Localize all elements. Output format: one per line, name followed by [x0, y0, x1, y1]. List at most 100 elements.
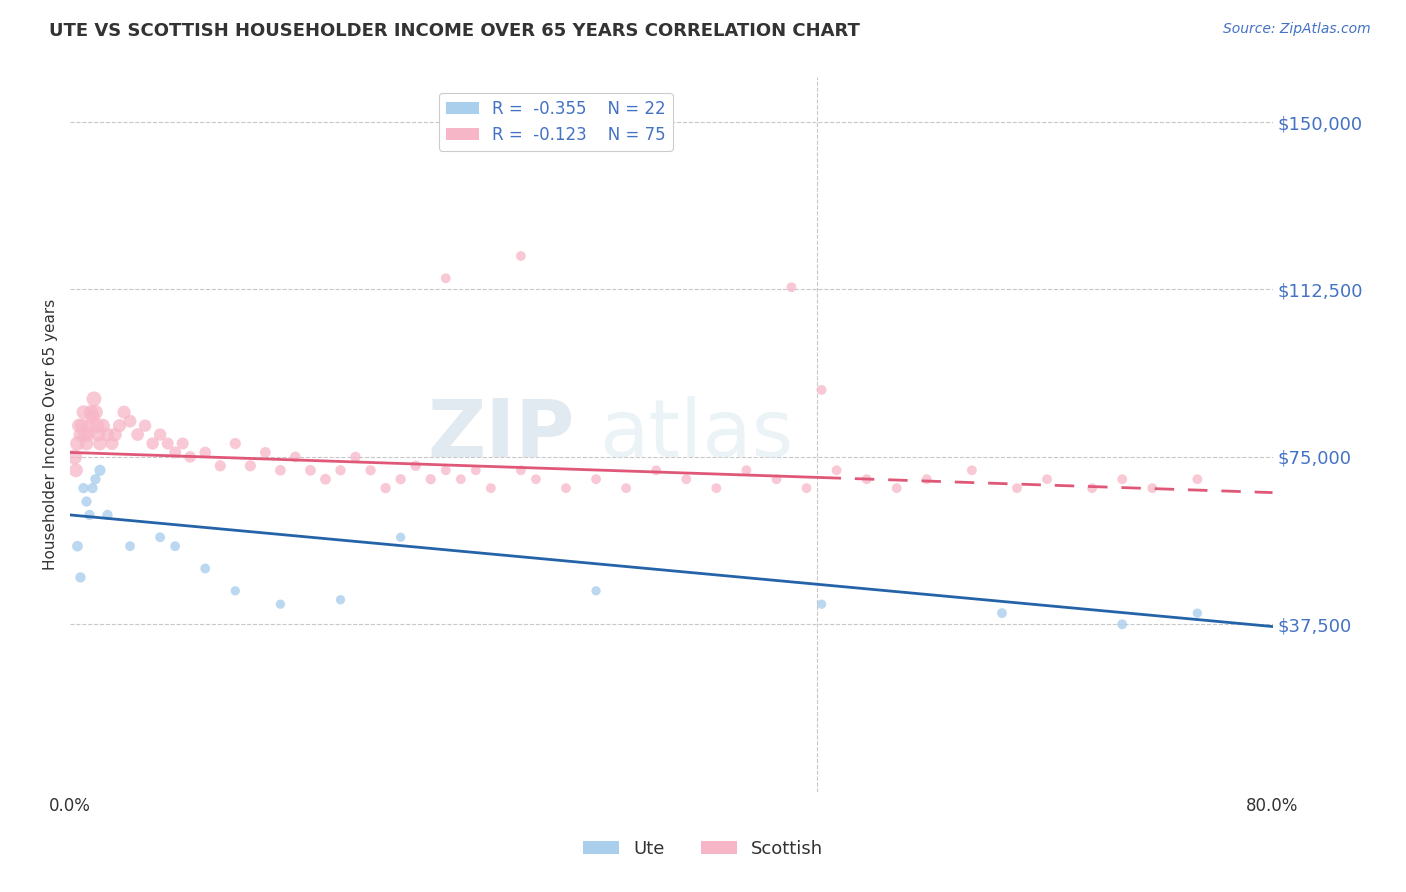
Point — [585, 472, 607, 486]
Point — [915, 472, 938, 486]
Point — [89, 463, 111, 477]
Point — [704, 481, 727, 495]
Point — [810, 597, 832, 611]
Point — [524, 472, 547, 486]
Point — [194, 561, 217, 575]
Point — [91, 418, 114, 433]
Point — [450, 472, 472, 486]
Point — [389, 472, 412, 486]
Point — [960, 463, 983, 477]
Point — [1111, 617, 1133, 632]
Text: UTE VS SCOTTISH HOUSEHOLDER INCOME OVER 65 YEARS CORRELATION CHART: UTE VS SCOTTISH HOUSEHOLDER INCOME OVER … — [49, 22, 860, 40]
Point — [434, 271, 457, 285]
Point — [434, 463, 457, 477]
Point — [165, 539, 187, 553]
Point — [1005, 481, 1028, 495]
Point — [165, 445, 187, 459]
Point — [194, 445, 217, 459]
Point — [509, 249, 531, 263]
Point — [63, 450, 86, 464]
Point — [735, 463, 758, 477]
Point — [1142, 481, 1164, 495]
Point — [254, 445, 277, 459]
Point — [120, 539, 142, 553]
Point — [172, 436, 194, 450]
Point — [555, 481, 578, 495]
Y-axis label: Householder Income Over 65 years: Householder Income Over 65 years — [44, 299, 58, 570]
Point — [84, 472, 107, 486]
Point — [134, 418, 156, 433]
Point — [614, 481, 637, 495]
Point — [120, 414, 142, 428]
Point — [83, 392, 105, 406]
Point — [344, 450, 367, 464]
Point — [796, 481, 818, 495]
Legend: Ute, Scottish: Ute, Scottish — [575, 833, 831, 865]
Point — [179, 450, 201, 464]
Point — [329, 463, 352, 477]
Point — [72, 405, 94, 419]
Point — [1187, 606, 1209, 620]
Point — [75, 494, 97, 508]
Point — [1111, 472, 1133, 486]
Point — [991, 606, 1014, 620]
Point — [127, 427, 149, 442]
Point — [585, 583, 607, 598]
Point — [87, 427, 110, 442]
Point — [810, 383, 832, 397]
Point — [419, 472, 441, 486]
Text: ZIP: ZIP — [427, 395, 575, 474]
Point — [65, 463, 87, 477]
Text: Source: ZipAtlas.com: Source: ZipAtlas.com — [1223, 22, 1371, 37]
Point — [77, 427, 100, 442]
Point — [104, 427, 127, 442]
Point — [69, 427, 91, 442]
Point — [79, 508, 101, 522]
Point — [1081, 481, 1104, 495]
Point — [80, 405, 103, 419]
Text: atlas: atlas — [599, 395, 793, 474]
Point — [780, 280, 803, 294]
Point — [314, 472, 336, 486]
Point — [73, 427, 96, 442]
Point — [329, 592, 352, 607]
Point — [299, 463, 322, 477]
Point — [70, 418, 93, 433]
Point — [224, 436, 246, 450]
Point — [82, 481, 104, 495]
Point — [886, 481, 908, 495]
Point — [479, 481, 502, 495]
Point — [101, 436, 124, 450]
Legend: R =  -0.355    N = 22, R =  -0.123    N = 75: R = -0.355 N = 22, R = -0.123 N = 75 — [439, 93, 672, 151]
Point — [82, 409, 104, 424]
Point — [67, 418, 90, 433]
Point — [405, 458, 427, 473]
Point — [96, 508, 118, 522]
Point — [112, 405, 135, 419]
Point — [269, 597, 291, 611]
Point — [509, 463, 531, 477]
Point — [855, 472, 877, 486]
Point — [149, 427, 172, 442]
Point — [66, 436, 89, 450]
Point — [209, 458, 232, 473]
Point — [389, 530, 412, 544]
Point — [1187, 472, 1209, 486]
Point — [675, 472, 697, 486]
Point — [269, 463, 291, 477]
Point — [374, 481, 396, 495]
Point — [239, 458, 262, 473]
Point — [464, 463, 486, 477]
Point — [72, 481, 94, 495]
Point — [96, 427, 118, 442]
Point — [84, 405, 107, 419]
Point — [284, 450, 307, 464]
Point — [89, 436, 111, 450]
Point — [765, 472, 787, 486]
Point — [79, 418, 101, 433]
Point — [66, 539, 89, 553]
Point — [645, 463, 668, 477]
Point — [360, 463, 382, 477]
Point — [142, 436, 165, 450]
Point — [86, 418, 108, 433]
